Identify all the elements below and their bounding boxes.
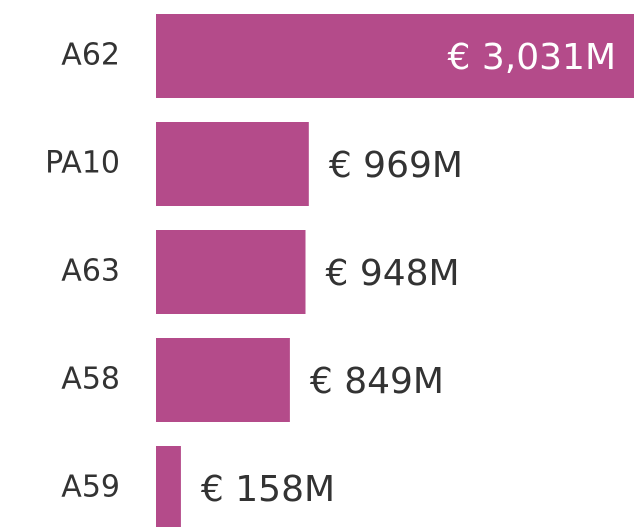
value-label: € 158M bbox=[201, 469, 335, 510]
category-label: A62 bbox=[61, 38, 120, 73]
value-label: € 3,031M bbox=[448, 37, 616, 78]
category-label: A59 bbox=[61, 470, 120, 505]
value-label: € 948M bbox=[326, 253, 460, 294]
bar bbox=[156, 230, 306, 314]
category-label: A63 bbox=[61, 254, 120, 289]
category-label: A58 bbox=[61, 362, 120, 397]
value-label: € 849M bbox=[310, 361, 444, 402]
bar bbox=[156, 338, 290, 422]
bar bbox=[156, 122, 309, 206]
bar bbox=[156, 446, 181, 527]
category-label: PA10 bbox=[45, 146, 120, 181]
bar bbox=[156, 14, 634, 98]
value-label: € 969M bbox=[329, 145, 463, 186]
